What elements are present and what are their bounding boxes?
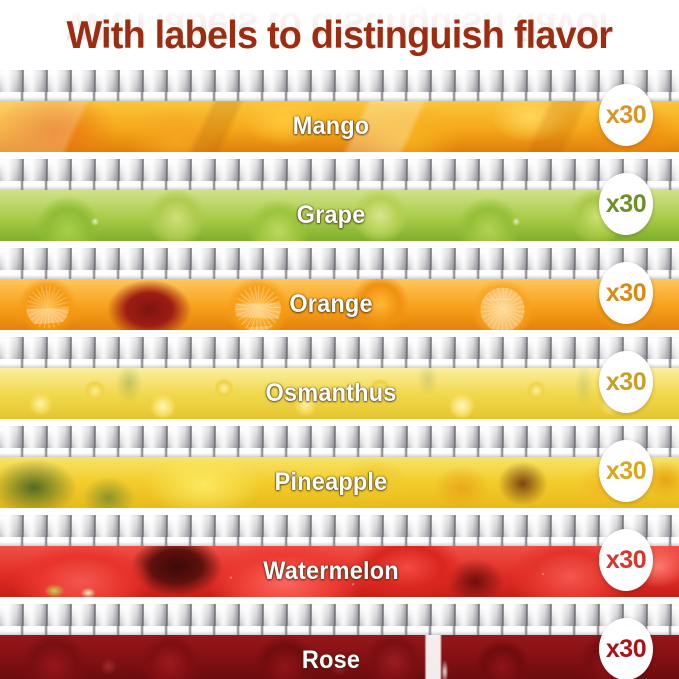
quantity-badge-text: x30 — [605, 367, 647, 396]
flavor-strip-watermelon[interactable]: Watermelon x30 — [0, 515, 679, 597]
silver-foil-caps-icon — [0, 426, 679, 457]
flavor-strip-pineapple[interactable]: Pineapple x30 — [0, 426, 679, 508]
flavor-strip-rose[interactable]: Rose x30 — [0, 604, 679, 679]
quantity-badge-text: x30 — [605, 278, 647, 307]
flavor-strip-grape[interactable]: Grape x30 — [0, 159, 679, 241]
quantity-badge-text: x30 — [605, 100, 647, 129]
silver-foil-caps-icon — [0, 248, 679, 279]
banner-header: With labels to distinguish flavor With l… — [0, 0, 679, 72]
silver-foil-caps-icon — [0, 515, 679, 546]
mango-photo — [0, 101, 679, 152]
quantity-badge: x30 — [599, 440, 653, 502]
quantity-badge: x30 — [599, 173, 653, 235]
quantity-badge: x30 — [599, 262, 653, 324]
quantity-badge-text: x30 — [605, 189, 647, 218]
rose-photo — [0, 635, 679, 679]
silver-foil-caps-icon — [0, 337, 679, 368]
quantity-badge: x30 — [599, 84, 653, 146]
quantity-badge: x30 — [599, 351, 653, 413]
flavor-strip-list: Mango x30 Grape x30 — [0, 70, 679, 679]
page-title-reflection: With labels to distinguish flavor — [66, 4, 613, 47]
orange-photo — [0, 279, 679, 330]
page-title: With labels to distinguish flavor — [66, 14, 614, 57]
watermelon-photo — [0, 546, 679, 597]
osmanthus-photo — [0, 368, 679, 419]
silver-foil-caps-icon — [0, 604, 679, 635]
quantity-badge-text: x30 — [605, 456, 647, 485]
quantity-badge-text: x30 — [605, 545, 647, 574]
flavor-strip-osmanthus[interactable]: Osmanthus x30 — [0, 337, 679, 419]
silver-foil-caps-icon — [0, 159, 679, 190]
quantity-badge: x30 — [599, 618, 653, 679]
flavor-strip-mango[interactable]: Mango x30 — [0, 70, 679, 152]
quantity-badge-text: x30 — [605, 634, 647, 663]
pineapple-photo — [0, 457, 679, 508]
flavor-strip-orange[interactable]: Orange x30 — [0, 248, 679, 330]
grape-photo — [0, 190, 679, 241]
quantity-badge: x30 — [599, 529, 653, 591]
silver-foil-caps-icon — [0, 70, 679, 101]
